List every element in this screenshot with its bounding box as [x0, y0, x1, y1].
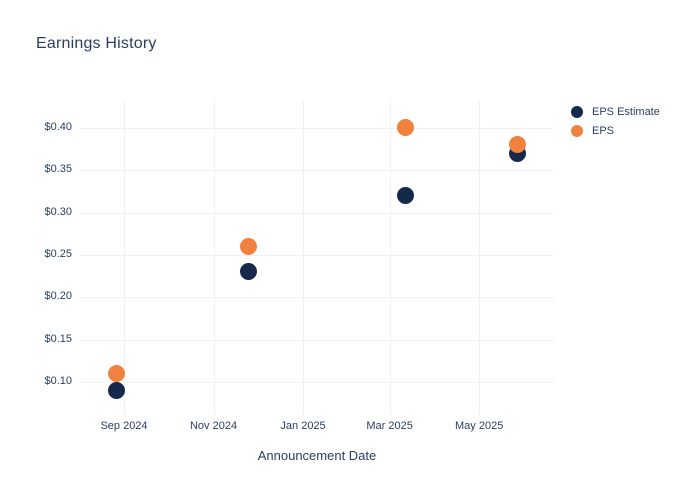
- data-point-eps-estimate[interactable]: [240, 263, 258, 281]
- legend-label: EPS: [592, 124, 615, 137]
- gridline-horizontal: [80, 381, 554, 383]
- y-tick-label: $0.25: [44, 247, 72, 260]
- gridline-vertical: [213, 100, 215, 415]
- chart-title: Earnings History: [36, 35, 157, 52]
- y-tick-label: $0.40: [44, 120, 72, 133]
- y-tick-label: $0.10: [44, 374, 72, 387]
- legend-marker-icon: [571, 124, 583, 137]
- gridline-horizontal: [80, 254, 554, 256]
- y-tick-label: $0.20: [44, 290, 72, 303]
- data-point-eps-estimate[interactable]: [397, 187, 415, 205]
- x-axis-title: Announcement Date: [257, 448, 377, 463]
- gridline-horizontal: [80, 339, 554, 341]
- legend-label: EPS Estimate: [592, 105, 660, 118]
- gridline-horizontal: [80, 170, 554, 172]
- plot-area: [80, 100, 554, 415]
- data-point-eps[interactable]: [240, 237, 258, 255]
- gridline-horizontal: [80, 127, 554, 129]
- legend: EPS Estimate EPS: [571, 104, 660, 142]
- x-tick-label: Jan 2025: [280, 420, 326, 432]
- x-tick-label: Nov 2024: [189, 420, 238, 432]
- gridline-horizontal: [80, 297, 554, 299]
- data-point-eps[interactable]: [108, 365, 126, 382]
- y-tick-label: $0.30: [44, 205, 72, 218]
- legend-marker-icon: [571, 105, 583, 118]
- x-tick-label: May 2025: [455, 420, 504, 432]
- x-tick-label: Sep 2024: [100, 420, 148, 432]
- gridline-vertical: [389, 100, 391, 415]
- data-point-eps[interactable]: [508, 136, 526, 154]
- gridline-vertical: [479, 100, 481, 415]
- data-point-eps-estimate[interactable]: [108, 381, 126, 399]
- y-tick-label: $0.35: [44, 163, 72, 176]
- gridline-vertical: [124, 100, 126, 415]
- legend-item-eps-estimate[interactable]: EPS Estimate: [571, 104, 660, 119]
- y-tick-label: $0.15: [44, 332, 72, 345]
- legend-item-eps[interactable]: EPS: [571, 123, 660, 138]
- x-tick-label: Mar 2025: [366, 420, 413, 432]
- gridline-horizontal: [80, 212, 554, 214]
- gridline-vertical: [303, 100, 305, 415]
- data-point-eps[interactable]: [397, 119, 415, 137]
